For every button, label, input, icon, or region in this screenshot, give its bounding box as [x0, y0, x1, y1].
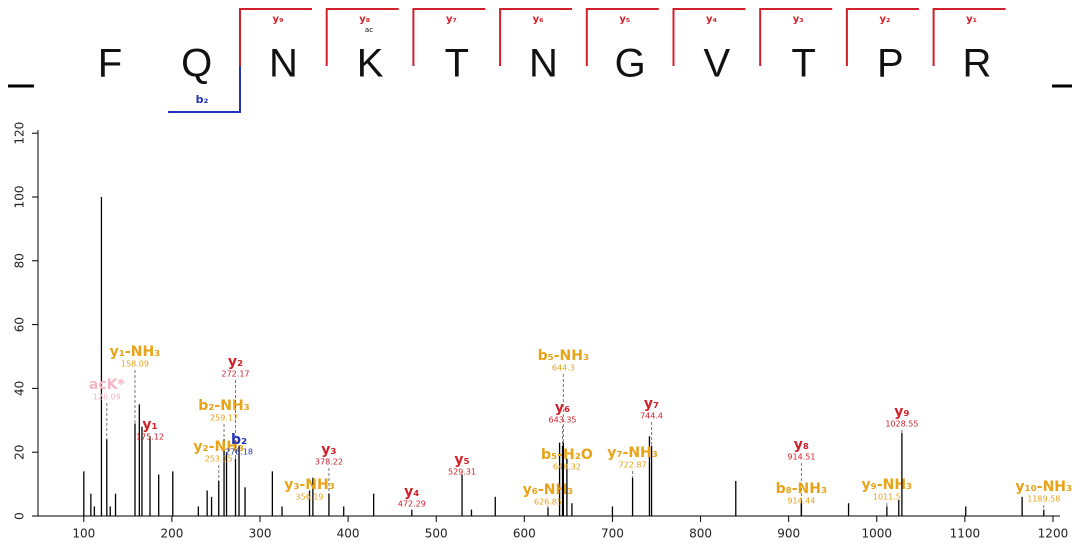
- x-tick-label: 300: [249, 527, 272, 541]
- mz-label: 356.19: [296, 493, 324, 502]
- ion-label: y₃-NH₃: [284, 477, 335, 493]
- residue: Q: [181, 42, 212, 86]
- mz-label: 472.29: [398, 500, 426, 509]
- ion-label: y₂: [228, 354, 243, 370]
- y-tick-label: 100: [13, 186, 27, 209]
- y-tick-label: 0: [13, 512, 27, 520]
- mz-label: 276.18: [225, 448, 253, 457]
- y-ion-bracket: [325, 8, 399, 66]
- y-ion-label: y₄: [706, 14, 717, 25]
- y-ion-bracket: [585, 8, 659, 66]
- mz-label: 378.22: [315, 458, 343, 467]
- x-tick-label: 600: [513, 527, 536, 541]
- mz-label: 643.35: [549, 416, 577, 425]
- residue: K: [357, 42, 384, 86]
- y-ion-label: y₉: [273, 14, 284, 25]
- ion-label: y₉: [894, 404, 909, 420]
- ion-label: y₅: [454, 452, 469, 468]
- ion-label: y₈: [794, 437, 809, 453]
- x-tick-label: 1000: [861, 527, 892, 541]
- mz-label: 914.44: [787, 497, 815, 506]
- y-ion-bracket: [845, 8, 919, 66]
- mz-label: 158.09: [121, 360, 149, 369]
- y-ion-label: y₆: [533, 14, 544, 25]
- ion-label: y₄: [404, 484, 419, 500]
- ion-label: y₆: [555, 400, 570, 416]
- y-ion-bracket: [759, 8, 833, 66]
- b-ion-label: b₂: [196, 93, 209, 106]
- mz-label: 1028.55: [885, 420, 918, 429]
- y-ion-label: y₅: [619, 14, 630, 25]
- mz-label: 648.32: [553, 463, 581, 472]
- y-ion-bracket: [499, 8, 573, 66]
- x-tick-label: 1100: [950, 527, 981, 541]
- y-ion-bracket: [239, 8, 312, 66]
- mz-label: 626.85: [534, 498, 562, 507]
- ion-label: acK*: [89, 377, 126, 393]
- residue: R: [963, 42, 992, 86]
- y-ion-bracket: [412, 8, 486, 66]
- mz-label: 1189.58: [1027, 495, 1060, 504]
- x-tick-label: 400: [337, 527, 360, 541]
- modification-label: ac: [365, 26, 373, 34]
- ion-label: b₅-NH₃: [538, 348, 590, 364]
- ion-label: b₈-NH₃: [776, 481, 828, 497]
- y-tick-label: 40: [13, 381, 27, 396]
- y-ion-label: y₇: [446, 14, 457, 25]
- x-tick-label: 500: [425, 527, 448, 541]
- mz-label: 259.17: [210, 414, 238, 423]
- ion-label: y₉-NH₃: [862, 477, 913, 493]
- residue: T: [791, 42, 815, 86]
- y-tick-label: 20: [13, 445, 27, 460]
- mz-label: 1011.5: [873, 493, 901, 502]
- b-ion-bracket: [168, 66, 241, 113]
- residue: N: [529, 42, 558, 86]
- ion-label: y₁-NH₃: [110, 344, 161, 360]
- ion-label: y₇: [644, 396, 659, 412]
- mz-label: 529.31: [448, 468, 476, 477]
- mz-label: 914.51: [787, 453, 815, 462]
- residue: P: [877, 42, 904, 86]
- ion-label: y₆-NH₃: [523, 482, 574, 498]
- residue: G: [615, 42, 646, 86]
- ion-label: y₁: [142, 417, 157, 433]
- residue: T: [445, 42, 469, 86]
- mz-label: 272.17: [222, 370, 250, 379]
- ion-label: y₁₀-NH₃: [1015, 479, 1072, 495]
- ion-label: b₂: [231, 432, 247, 448]
- y-ion-label: y₂: [879, 14, 890, 25]
- mz-label: 253.15: [205, 455, 233, 464]
- mz-label: 126.09: [93, 393, 121, 402]
- x-tick-label: 200: [160, 527, 183, 541]
- y-ion-bracket: [672, 8, 746, 66]
- ion-label: b₅-H₂O: [541, 447, 593, 463]
- ion-label: b₂-NH₃: [198, 398, 250, 414]
- y-ion-label: y₈: [359, 14, 370, 25]
- y-ion-label: y₃: [793, 14, 804, 25]
- x-tick-label: 100: [72, 527, 95, 541]
- mz-label: 744.4: [640, 412, 663, 421]
- y-ion-label: y₁: [966, 14, 977, 25]
- y-tick-label: 80: [13, 253, 27, 268]
- ion-label: y₂-NH₃: [193, 439, 244, 455]
- residue: N: [269, 42, 298, 86]
- ion-label: y₇-NH₃: [607, 445, 658, 461]
- x-tick-label: 700: [601, 527, 624, 541]
- residue: F: [98, 42, 122, 86]
- mz-label: 722.87: [619, 461, 647, 470]
- mz-label: 644.3: [552, 364, 575, 373]
- x-tick-label: 800: [689, 527, 712, 541]
- mz-label: 175.12: [136, 433, 164, 442]
- ion-label: y₃: [321, 442, 336, 458]
- y-tick-label: 120: [13, 122, 27, 145]
- y-ion-bracket: [932, 8, 1006, 66]
- y-tick-label: 60: [13, 317, 27, 332]
- residue: V: [704, 42, 731, 86]
- x-tick-label: 900: [777, 527, 800, 541]
- x-tick-label: 1200: [1038, 527, 1069, 541]
